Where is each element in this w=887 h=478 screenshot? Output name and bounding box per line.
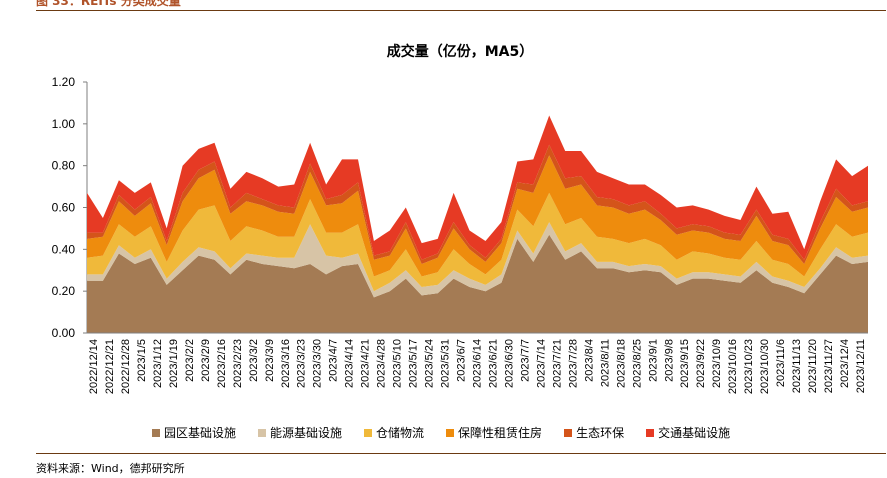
legend-swatch xyxy=(446,428,455,437)
legend-label: 园区基础设施 xyxy=(164,426,237,440)
legend-swatch xyxy=(258,428,267,437)
legend: 园区基础设施 能源基础设施 仓储物流 保障性租赁住房 生态环保 交通基础设施 xyxy=(152,424,752,441)
x-tick-label: 2023/3/23 xyxy=(296,339,308,388)
chart-title: 成交量（亿份，MA5） xyxy=(387,43,534,60)
x-tick-label: 2023/11/13 xyxy=(791,339,803,393)
x-tick-label: 2023/2/9 xyxy=(200,339,212,382)
x-tick-label: 2023/7/28 xyxy=(567,339,579,388)
y-tick-label: 0.60 xyxy=(52,201,76,215)
x-tick-label: 2023/8/11 xyxy=(599,339,611,387)
stacked-areas xyxy=(87,115,868,333)
x-tick-label: 2023/1/19 xyxy=(168,339,180,388)
x-tick-label: 2023/9/8 xyxy=(663,339,675,382)
x-tick-label: 2023/10/30 xyxy=(759,339,771,394)
area-series-保障性租赁住房 xyxy=(87,155,868,277)
x-tick-label: 2023/6/14 xyxy=(472,339,484,388)
x-tick-label: 2023/10/9 xyxy=(711,339,723,388)
x-tick-label: 2023/11/20 xyxy=(807,339,819,393)
x-tick-label: 2023/12/4 xyxy=(839,339,851,388)
x-tick-label: 2023/5/10 xyxy=(392,339,404,388)
legend-item: 园区基础设施 xyxy=(152,424,236,441)
legend-item: 能源基础设施 xyxy=(258,424,342,441)
source-note: 资料来源：Wind，德邦研究所 xyxy=(36,462,185,475)
x-tick-label: 2023/7/14 xyxy=(535,339,547,388)
legend-swatch xyxy=(152,428,160,437)
legend-item: 交通基础设施 xyxy=(646,424,730,441)
legend-swatch xyxy=(646,428,655,437)
x-tick-label: 2022/12/21 xyxy=(104,339,116,394)
x-tick-label: 2023/2/16 xyxy=(216,339,228,388)
y-tick-label: 0.40 xyxy=(52,242,76,256)
area-series-交通基础设施 xyxy=(87,115,868,260)
x-tick-label: 2023/9/15 xyxy=(679,339,691,388)
x-tick-label: 2023/9/22 xyxy=(695,339,707,388)
y-tick-label: 0.80 xyxy=(52,159,76,173)
legend-label: 保障性租赁住房 xyxy=(458,426,543,440)
y-tick-label: 1.00 xyxy=(52,117,76,131)
legend-label: 仓储物流 xyxy=(376,426,425,440)
x-tick-label: 2023/5/31 xyxy=(440,339,452,388)
legend-item: 保障性租赁住房 xyxy=(446,424,542,441)
legend-label: 交通基础设施 xyxy=(658,426,731,440)
x-tick-label: 2023/8/4 xyxy=(583,339,595,382)
x-tick-label: 2023/4/28 xyxy=(376,339,388,388)
legend-swatch xyxy=(564,428,573,437)
x-tick-label: 2023/3/16 xyxy=(280,339,292,388)
x-tick-label: 2023/6/7 xyxy=(456,339,468,382)
x-tick-label: 2023/5/24 xyxy=(424,339,436,388)
x-tick-label: 2022/12/14 xyxy=(88,339,100,394)
x-tick-label: 2023/1/5 xyxy=(136,339,148,382)
y-tick-label: 0.00 xyxy=(52,326,76,340)
x-tick-label: 2023/4/14 xyxy=(344,339,356,388)
x-axis: 2022/12/14 2022/12/21 2022/12/28 2023/1/5 20… xyxy=(87,332,868,394)
legend-label: 能源基础设施 xyxy=(270,426,343,440)
x-tick-label: 2023/8/18 xyxy=(615,339,627,388)
y-tick-label: 0.20 xyxy=(52,284,76,298)
top-rule xyxy=(36,10,886,11)
area-series-能源基础设施 xyxy=(87,222,868,298)
x-tick-label: 2023/3/30 xyxy=(312,339,324,388)
legend-item: 仓储物流 xyxy=(364,424,424,441)
x-tick-label: 2023/12/11 xyxy=(855,339,867,393)
area-series-园区基础设施 xyxy=(87,234,868,333)
x-tick-label: 2023/9/1 xyxy=(647,339,659,382)
x-tick-label: 2023/11/6 xyxy=(775,339,787,387)
x-tick-label: 2023/6/21 xyxy=(487,339,499,388)
legend-label: 生态环保 xyxy=(576,426,625,440)
x-tick-label: 2023/1/12 xyxy=(152,339,164,388)
x-tick-label: 2023/8/25 xyxy=(631,339,643,388)
figure-caption: 图 33：REITs 分类成交量 xyxy=(36,0,181,8)
x-tick-label: 2023/11/27 xyxy=(823,339,835,393)
y-axis: 0.00 0.20 0.40 0.60 0.80 1.00 1.20 xyxy=(52,75,88,340)
x-tick-label: 2023/2/2 xyxy=(184,339,196,382)
x-tick-label: 2023/7/7 xyxy=(519,339,531,382)
x-tick-label: 2023/6/30 xyxy=(503,339,515,388)
x-tick-label: 2022/12/28 xyxy=(120,339,132,394)
y-tick-label: 1.20 xyxy=(52,75,76,89)
x-tick-label: 2023/10/23 xyxy=(743,339,755,394)
x-tick-label: 2023/4/7 xyxy=(328,339,340,382)
x-tick-label: 2023/2/23 xyxy=(232,339,244,388)
chart: 成交量（亿份，MA5） 0.00 0.20 0.40 0.60 0.80 1.00 1.20… xyxy=(52,43,868,394)
legend-swatch xyxy=(364,428,373,437)
bottom-rule xyxy=(36,453,886,454)
x-tick-label: 2023/10/16 xyxy=(727,339,739,394)
legend-item: 生态环保 xyxy=(564,424,624,441)
x-tick-label: 2023/3/9 xyxy=(264,339,276,382)
x-tick-label: 2023/7/21 xyxy=(551,339,563,388)
x-tick-label: 2023/5/17 xyxy=(408,339,420,388)
x-tick-label: 2023/4/21 xyxy=(360,339,372,388)
area-series-仓储物流 xyxy=(87,192,868,292)
x-tick-label: 2023/3/2 xyxy=(248,339,260,382)
